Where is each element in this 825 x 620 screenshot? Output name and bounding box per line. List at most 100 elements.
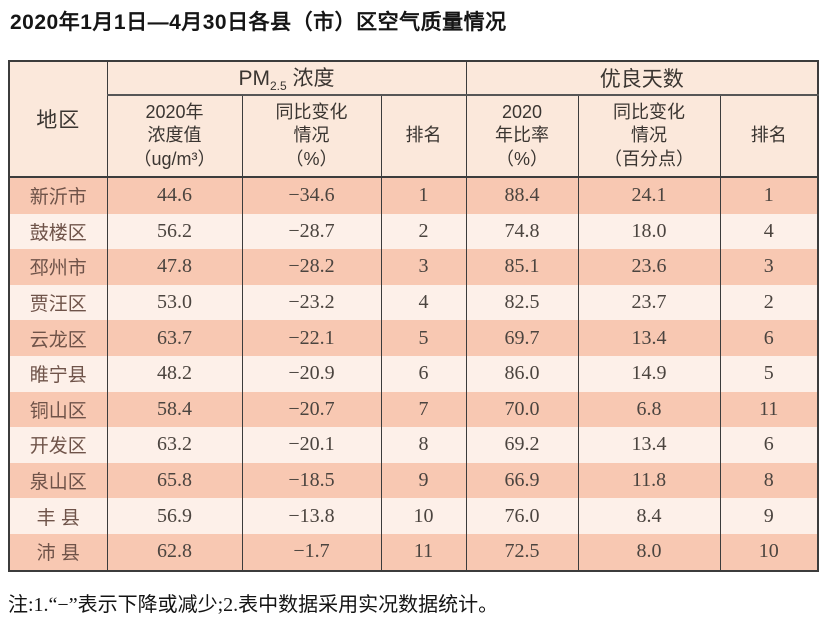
table-row: 泉山区 65.8 −18.5 9 66.9 11.8 8: [8, 462, 818, 499]
pm-rank-cell: 7: [380, 391, 466, 428]
table-row: 沛 县 62.8 −1.7 11 72.5 8.0 10: [8, 533, 818, 571]
column-header-ratio: 2020 年比率 （%）: [465, 95, 578, 178]
region-cell: 云龙区: [8, 320, 107, 356]
region-cell: 铜山区: [8, 391, 107, 428]
pm-value-cell: 58.4: [106, 391, 242, 428]
region-cell: 睢宁县: [8, 355, 107, 392]
region-cell: 丰 县: [8, 498, 107, 534]
ratio-change-cell: 24.1: [577, 177, 720, 214]
group-header-good-days: 优良天数: [465, 61, 818, 96]
pm-rank-cell: 1: [380, 177, 466, 214]
ratio-cell: 85.1: [465, 249, 578, 285]
pm-value-cell: 44.6: [106, 177, 242, 214]
region-cell: 贾汪区: [8, 284, 107, 321]
ratio-cell: 74.8: [465, 213, 578, 250]
pm-label-suffix: 浓度: [286, 67, 335, 91]
table-row: 丰 县 56.9 −13.8 10 76.0 8.4 9: [8, 498, 818, 534]
pm-rank-cell: 5: [380, 320, 466, 356]
pm-value-cell: 63.2: [106, 427, 242, 463]
ratio-change-cell: 14.9: [577, 355, 720, 392]
page-title: 2020年1月1日—4月30日各县（市）区空气质量情况: [10, 11, 507, 34]
rank-cell: 5: [719, 355, 818, 392]
region-cell: 新沂市: [8, 177, 107, 214]
pm-value-cell: 62.8: [106, 533, 242, 571]
column-header-rank: 排名: [719, 95, 818, 178]
air-quality-table: 地区 PM2.5 浓度 优良天数 2020年 浓度值 （ug/m³） 同比变化 …: [8, 60, 819, 572]
pm-change-cell: −28.7: [241, 213, 381, 250]
ratio-change-cell: 23.7: [577, 284, 720, 321]
pm-change-cell: −34.6: [241, 177, 381, 214]
rank-cell: 9: [719, 498, 818, 534]
table-row: 开发区 63.2 −20.1 8 69.2 13.4 6: [8, 427, 818, 463]
rank-cell: 6: [719, 320, 818, 356]
table-row: 邳州市 47.8 −28.2 3 85.1 23.6 3: [8, 249, 818, 285]
pm-rank-cell: 9: [380, 462, 466, 499]
pm-change-cell: −23.2: [241, 284, 381, 321]
column-header-pm-rank: 排名: [380, 95, 466, 178]
column-header-pm-value: 2020年 浓度值 （ug/m³）: [106, 95, 242, 178]
region-cell: 鼓楼区: [8, 213, 107, 250]
rank-cell: 2: [719, 284, 818, 321]
pm-change-cell: −20.9: [241, 355, 381, 392]
ratio-change-cell: 6.8: [577, 391, 720, 428]
rank-cell: 3: [719, 249, 818, 285]
table-row: 云龙区 63.7 −22.1 5 69.7 13.4 6: [8, 320, 818, 356]
pm-subscript: 2.5: [269, 79, 287, 94]
ratio-change-cell: 8.0: [577, 533, 720, 571]
rank-cell: 6: [719, 427, 818, 463]
pm-change-cell: −22.1: [241, 320, 381, 356]
pm-change-cell: −13.8: [241, 498, 381, 534]
rank-cell: 1: [719, 177, 818, 214]
pm-change-cell: −1.7: [241, 533, 381, 571]
group-header-pm25: PM2.5 浓度: [106, 61, 466, 96]
pm-value-cell: 63.7: [106, 320, 242, 356]
rank-cell: 10: [719, 533, 818, 571]
ratio-cell: 88.4: [465, 177, 578, 214]
ratio-cell: 69.7: [465, 320, 578, 356]
sub-header-row: 2020年 浓度值 （ug/m³） 同比变化 情况 （%） 排名 2020 年比…: [9, 95, 818, 178]
ratio-cell: 66.9: [465, 462, 578, 499]
footnote: 注:1.“−”表示下降或减少;2.表中数据采用实况数据统计。: [8, 594, 499, 616]
region-cell: 泉山区: [8, 462, 107, 499]
region-cell: 沛 县: [8, 533, 107, 571]
pm-value-cell: 56.2: [106, 213, 242, 250]
column-header-pm-change: 同比变化 情况 （%）: [241, 95, 381, 178]
pm-change-cell: −20.7: [241, 391, 381, 428]
rank-cell: 8: [719, 462, 818, 499]
pm-rank-cell: 4: [380, 284, 466, 321]
ratio-change-cell: 13.4: [577, 427, 720, 463]
ratio-cell: 86.0: [465, 355, 578, 392]
ratio-cell: 82.5: [465, 284, 578, 321]
column-header-region: 地区: [8, 61, 107, 178]
region-cell: 邳州市: [8, 249, 107, 285]
pm-value-cell: 65.8: [106, 462, 242, 499]
pm-value-cell: 53.0: [106, 284, 242, 321]
column-header-ratio-change: 同比变化 情况 （百分点）: [577, 95, 720, 178]
pm-change-cell: −28.2: [241, 249, 381, 285]
rank-cell: 11: [719, 391, 818, 428]
pm-value-cell: 48.2: [106, 355, 242, 392]
ratio-change-cell: 8.4: [577, 498, 720, 534]
group-header-row: 地区 PM2.5 浓度 优良天数: [8, 61, 818, 178]
ratio-cell: 76.0: [465, 498, 578, 534]
ratio-change-cell: 13.4: [577, 320, 720, 356]
table-header: 地区 PM2.5 浓度 优良天数 2020年 浓度值 （ug/m³） 同比变化 …: [8, 61, 818, 178]
table-row: 新沂市 44.6 −34.6 1 88.4 24.1 1: [8, 177, 818, 214]
pm-change-cell: −20.1: [241, 427, 381, 463]
pm-change-cell: −18.5: [241, 462, 381, 499]
pm-rank-cell: 2: [380, 213, 466, 250]
table-row: 铜山区 58.4 −20.7 7 70.0 6.8 11: [8, 391, 818, 428]
pm-rank-cell: 10: [380, 498, 466, 534]
table-row: 睢宁县 48.2 −20.9 6 86.0 14.9 5: [8, 355, 818, 392]
pm-label: PM: [238, 67, 270, 91]
rank-cell: 4: [719, 213, 818, 250]
pm-rank-cell: 6: [380, 355, 466, 392]
ratio-change-cell: 18.0: [577, 213, 720, 250]
pm-rank-cell: 8: [380, 427, 466, 463]
ratio-cell: 72.5: [465, 533, 578, 571]
pm-rank-cell: 3: [380, 249, 466, 285]
pm-value-cell: 56.9: [106, 498, 242, 534]
ratio-cell: 70.0: [465, 391, 578, 428]
pm-rank-cell: 11: [380, 533, 466, 571]
